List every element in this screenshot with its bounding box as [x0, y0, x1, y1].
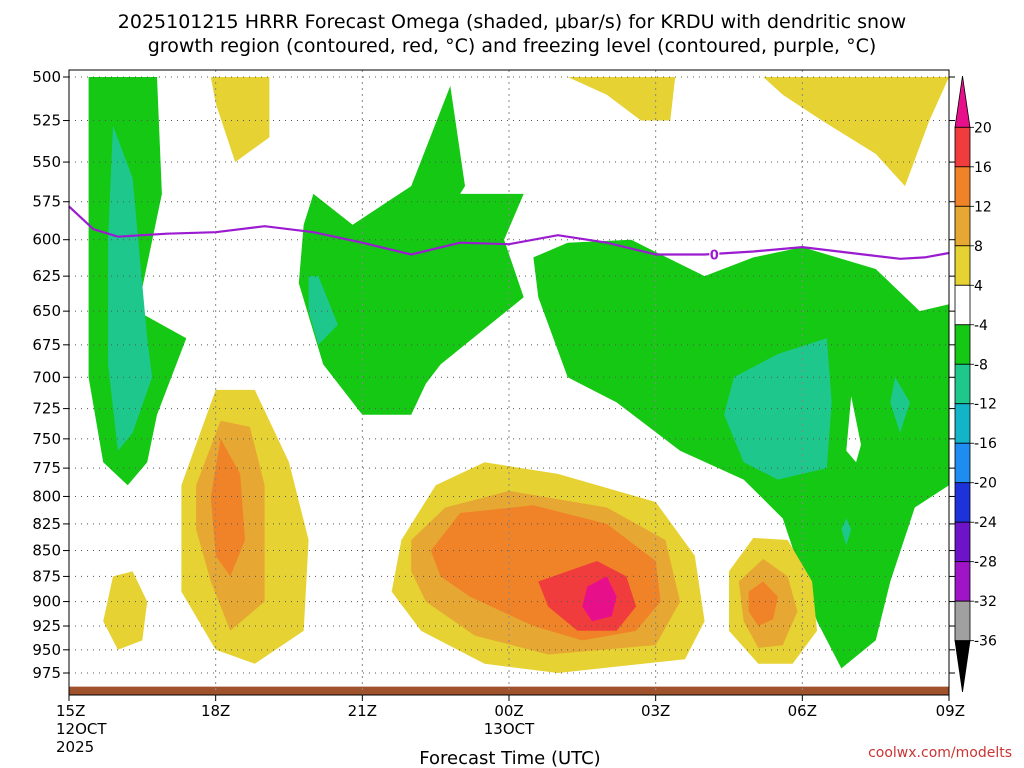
x-tick-label: 03Z: [641, 702, 670, 720]
omega-region-negative-1: [108, 125, 153, 451]
colorbar-label: -12: [974, 397, 997, 413]
y-tick-label: 925: [32, 617, 61, 635]
freezing-level-label-bg: [709, 247, 720, 262]
plot-area: 0: [68, 69, 950, 696]
omega-region-negative-6: [890, 377, 910, 433]
y-tick-label: 875: [32, 567, 61, 585]
y-tick-label: 725: [32, 400, 61, 418]
y-tick-label: 950: [32, 641, 61, 659]
omega-gap-0: [846, 396, 861, 463]
omega-region-positive-0: [210, 77, 270, 163]
colorbar-segment: [954, 640, 971, 693]
ground-surface: [69, 686, 949, 695]
omega-region-positive-11: [582, 576, 617, 622]
x-tick-label: 00Z: [494, 702, 523, 720]
y-axis: 500 525 550 575 600 625 650 675 700 725 750 775 800 8…: [32, 68, 955, 682]
y-tick-label: 600: [32, 231, 61, 249]
y-tick-label: 525: [32, 112, 61, 130]
colorbar-segment: [954, 284, 971, 326]
colorbar: 20 16 12 8 4 -4 -8 -12 -16 -20 -24 -28 -32 -36: [954, 75, 997, 693]
omega-region-negative-3: [308, 276, 338, 345]
colorbar-label: 16: [974, 160, 992, 176]
colorbar-label: 8: [974, 239, 983, 255]
colorbar-segment: [954, 363, 971, 405]
freezing-level-line: [68, 205, 950, 260]
colorbar-segment: [954, 600, 971, 642]
y-tick-label: 800: [32, 487, 61, 505]
credit-text: coolwx.com/modelts: [868, 745, 1012, 761]
y-tick-label: 700: [32, 368, 61, 386]
colorbar-label: 20: [974, 120, 992, 136]
x-tick-label: 18Z: [201, 702, 230, 720]
freezing-level-layer: 0: [68, 205, 950, 263]
x-tick-label: 21Z: [348, 702, 377, 720]
colorbar-label: -20: [974, 476, 997, 492]
colorbar-segment: [954, 482, 971, 523]
colorbar-label: -8: [974, 357, 988, 373]
y-tick-label: 500: [32, 68, 61, 86]
x-tick-label: 15Z: [56, 702, 85, 720]
y-tick-label: 625: [32, 267, 61, 285]
colorbar-label: -16: [974, 436, 997, 452]
y-tick-label: 775: [32, 459, 61, 477]
y-tick-label: 825: [32, 515, 61, 533]
colorbar-segment: [954, 403, 971, 444]
colorbar-label: -32: [974, 594, 997, 610]
colorbar-label: -36: [974, 634, 997, 650]
x-axis-label: Forecast Time (UTC): [419, 748, 600, 768]
colorbar-segment: [954, 126, 971, 168]
chart-title-line2: growth region (contoured, red, °C) and f…: [148, 35, 877, 57]
colorbar-label: -28: [974, 555, 997, 571]
y-tick-label: 675: [32, 336, 61, 354]
x-tick-date: 12OCT: [56, 720, 107, 738]
colorbar-label: 4: [974, 278, 983, 294]
x-tick-label: 09Z: [936, 702, 965, 720]
omega-region-positive-14: [748, 581, 778, 626]
y-tick-label: 975: [32, 664, 61, 682]
colorbar-segment: [954, 324, 971, 365]
omega-region-positive-2: [763, 77, 949, 187]
colorbar-label: -4: [974, 318, 988, 334]
x-tick-date: 13OCT: [484, 720, 535, 738]
y-tick-label: 900: [32, 593, 61, 611]
ground-band: [69, 686, 949, 695]
colorbar-segment: [954, 442, 971, 484]
freezing-level-label: 0: [710, 248, 719, 263]
omega-region-positive-1: [567, 77, 676, 121]
colorbar-segment: [954, 245, 971, 286]
grid-lines: [69, 70, 949, 695]
y-tick-label: 750: [32, 430, 61, 448]
colorbar-segment: [954, 561, 971, 602]
colorbar-segment: [954, 75, 971, 128]
x-tick-label: 06Z: [788, 702, 817, 720]
y-tick-label: 650: [32, 302, 61, 320]
colorbar-segment: [954, 521, 971, 563]
omega-region-negative-7: [841, 518, 852, 546]
y-tick-label: 550: [32, 153, 61, 171]
omega-region-positive-6: [210, 438, 245, 577]
colorbar-segment: [954, 205, 971, 247]
omega-shading: [88, 77, 949, 673]
omega-region-negative-2: [298, 85, 524, 415]
y-tick-label: 575: [32, 193, 61, 211]
colorbar-label: -24: [974, 515, 997, 531]
chart-title-line1: 2025101215 HRRR Forecast Omega (shaded, …: [118, 11, 906, 33]
colorbar-label: 12: [974, 199, 992, 215]
omega-region-positive-3: [103, 571, 148, 650]
y-tick-label: 850: [32, 542, 61, 560]
x-tick-year: 2025: [56, 738, 94, 756]
colorbar-segment: [954, 166, 971, 207]
